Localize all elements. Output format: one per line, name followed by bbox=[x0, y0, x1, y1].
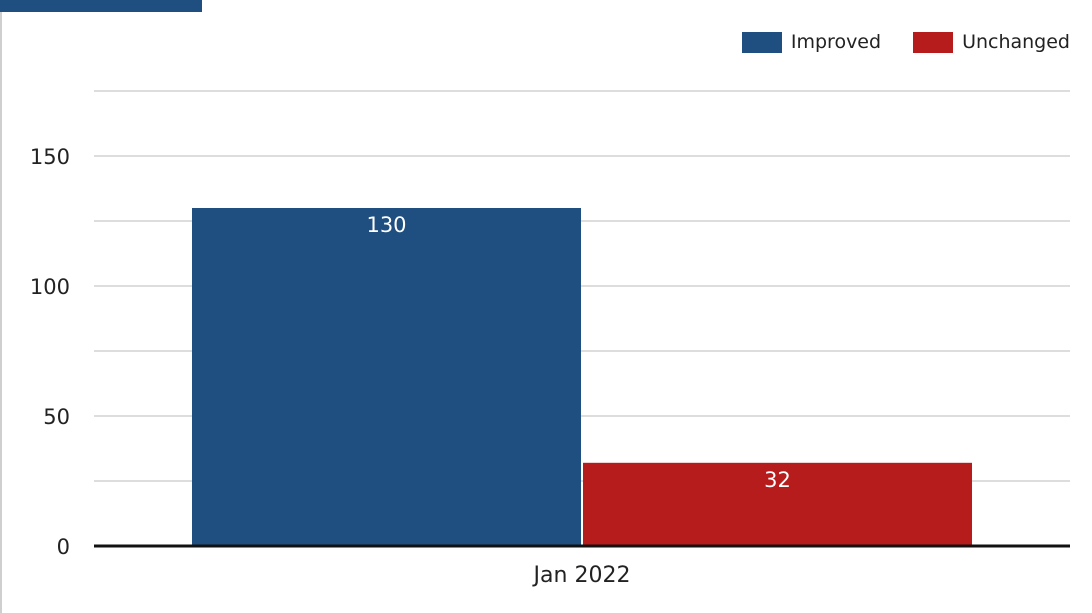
left-border bbox=[0, 0, 2, 613]
legend-item-improved: Improved bbox=[741, 31, 882, 53]
legend-label-unchanged: Unchanged bbox=[962, 31, 1070, 53]
y-tick-label: 0 bbox=[57, 535, 70, 559]
legend-item-unchanged: Unchanged bbox=[913, 31, 1070, 53]
data-label-unchanged: 32 bbox=[764, 468, 791, 492]
header-tab bbox=[0, 0, 202, 12]
legend-label-improved: Improved bbox=[790, 31, 882, 53]
legend-swatch-improved bbox=[741, 31, 782, 53]
legend-swatch-unchanged bbox=[913, 31, 954, 53]
data-label-improved: 130 bbox=[366, 213, 406, 237]
legend: Improved Unchanged bbox=[741, 31, 1070, 53]
y-tick-label: 100 bbox=[30, 275, 70, 299]
y-tick-label: 150 bbox=[30, 145, 70, 169]
bars bbox=[192, 208, 972, 546]
x-tick-label: Jan 2022 bbox=[532, 563, 631, 588]
bar-improved bbox=[192, 208, 581, 546]
labels: 0 50 100 150 130 32 Jan 2022 bbox=[30, 145, 791, 588]
y-tick-label: 50 bbox=[43, 405, 70, 429]
bar-unchanged bbox=[583, 462, 972, 546]
